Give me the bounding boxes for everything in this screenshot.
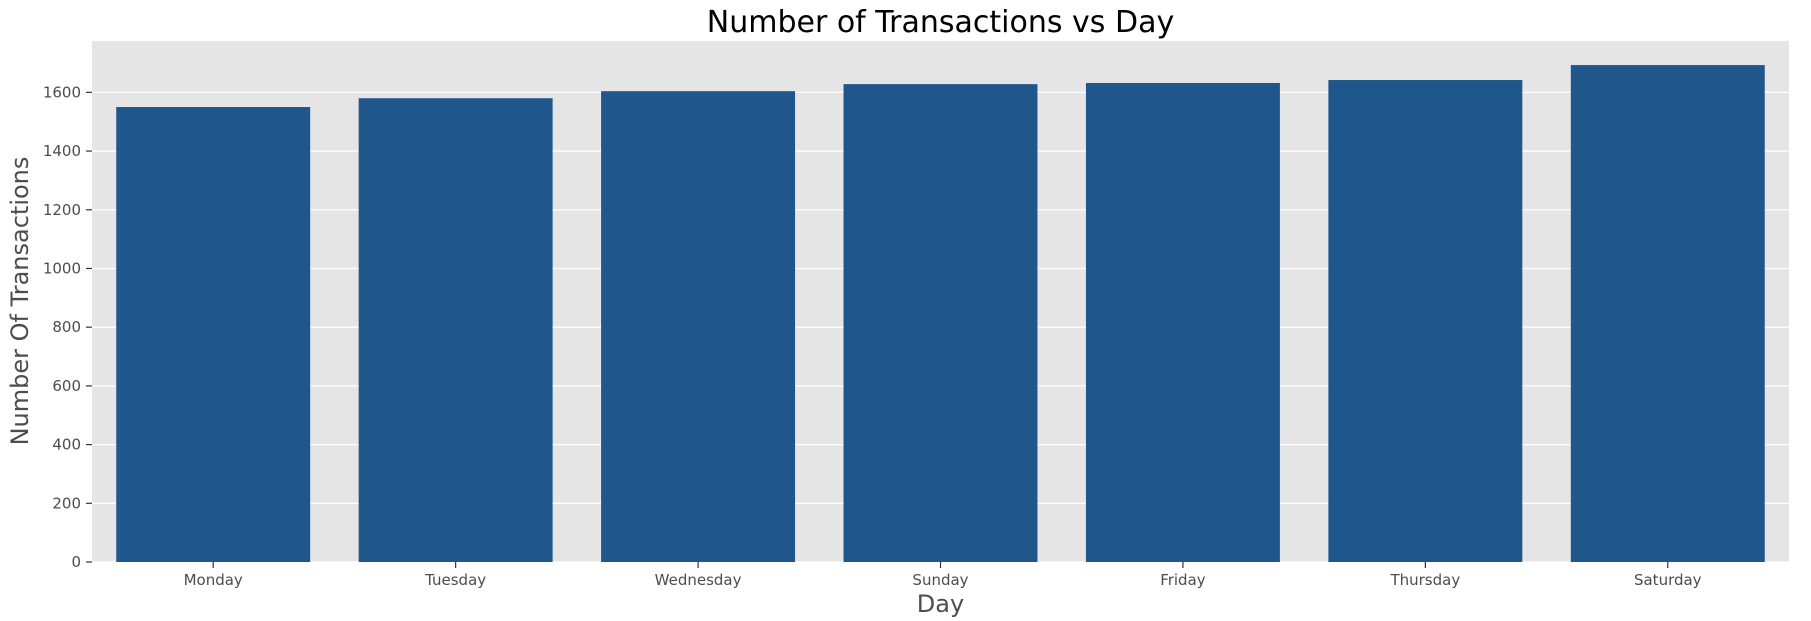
x-tick-label: Tuesday [424,571,486,589]
y-tick-label: 800 [52,318,81,336]
y-axis-ticks: 0 200 400 600 800 1000 1200 1400 1600 [43,83,92,571]
x-tick-label: Saturday [1634,571,1702,589]
x-tick-label: Thursday [1389,571,1460,589]
x-tick-label: Sunday [912,571,968,589]
y-tick-label: 1200 [43,201,81,219]
y-tick-label: 1600 [43,83,81,101]
y-tick-label: 200 [52,494,81,512]
y-tick-label: 600 [52,377,81,395]
bar-thursday [1328,80,1523,563]
y-tick-label: 400 [52,436,81,454]
y-axis-title: Number Of Transactions [6,157,34,446]
bar-wednesday [601,91,796,563]
bar-tuesday [358,98,553,562]
bar-sunday [843,84,1038,562]
y-tick-label: 1000 [43,259,81,277]
x-tick-label: Wednesday [655,571,742,589]
bars [116,65,1765,563]
bar-friday [1085,82,1280,563]
y-tick-label: 0 [71,553,81,571]
y-tick-label: 1400 [43,142,81,160]
x-tick-label: Monday [184,571,243,589]
x-tick-label: Friday [1160,571,1206,589]
chart-title: Number of Transactions vs Day [707,5,1174,40]
bar-monday [116,107,311,563]
bar-saturday [1570,65,1765,563]
x-axis-title: Day [917,590,964,618]
x-axis-ticks: Monday Tuesday Wednesday Sunday Friday Thursd… [184,562,1702,589]
